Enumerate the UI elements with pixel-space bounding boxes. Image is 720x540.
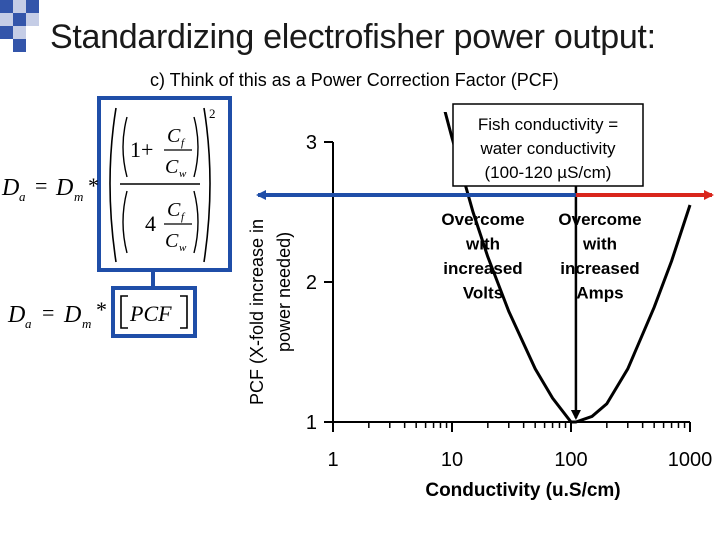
y-tick-label: 1 xyxy=(306,412,317,434)
corner-square-dark xyxy=(0,0,13,13)
eq1-den-paren-right xyxy=(193,190,199,254)
corner-square-dark xyxy=(0,26,13,39)
eq1-num-paren-right xyxy=(193,116,199,178)
eq1-rhs-sub: m xyxy=(74,189,83,204)
y-axis-title-line2: power needed) xyxy=(274,232,294,352)
fish-box-line: water conductivity xyxy=(479,139,616,158)
eq2-rhs-sub: m xyxy=(82,316,91,331)
corner-square-light xyxy=(0,13,13,26)
amps-label-line: Amps xyxy=(576,284,623,303)
eq1-num-cw-sub: w xyxy=(179,168,187,180)
eq1-num-cf: C xyxy=(167,125,181,147)
eq2-lhs-sub: a xyxy=(25,316,32,331)
eq1-rhs: D xyxy=(55,175,73,201)
amps-label-line: increased xyxy=(560,259,639,278)
volts-label-line: increased xyxy=(443,259,522,278)
x-axis-title: Conductivity (u.S/cm) xyxy=(425,480,620,501)
eq1-den-cw: C xyxy=(165,230,179,252)
y-axis-title-line1: PCF (X-fold increase in xyxy=(247,219,267,405)
eq1-lhs: D xyxy=(1,175,19,201)
corner-square-light xyxy=(13,26,26,39)
eq1-outer-paren-left xyxy=(109,107,117,263)
corner-square-dark xyxy=(13,13,26,26)
eq1-num-paren-left xyxy=(122,116,128,178)
x-tick-label: 100 xyxy=(554,449,587,471)
eq1-den-cf: C xyxy=(167,199,181,221)
corner-square-light xyxy=(26,13,39,26)
eq1-num-cw: C xyxy=(165,156,179,178)
eq1-num-const: 1+ xyxy=(130,137,153,162)
eq1-times: * xyxy=(88,173,99,198)
x-tick-label: 1000 xyxy=(668,449,713,471)
fish-box-line: Fish conductivity = xyxy=(478,115,618,134)
volts-label-line: Overcome xyxy=(441,210,524,229)
y-tick-label: 2 xyxy=(306,272,317,294)
slide-title: Standardizing electrofisher power output… xyxy=(50,18,656,56)
eq1-outer-paren-right xyxy=(203,107,211,263)
annotation-layer: Fish conductivity = water conductivity (10… xyxy=(256,103,714,420)
eq2-times: * xyxy=(96,297,107,322)
axes-layer: 1 2 3 1 10 100 1000 xyxy=(306,132,712,471)
fish-conductivity-box xyxy=(452,103,644,187)
eq2-pcf: PCF xyxy=(129,301,172,326)
corner-square-light xyxy=(13,0,26,13)
pcf-formula-box xyxy=(97,96,232,272)
eq2-rhs: D xyxy=(63,302,81,328)
fish-box-line: (100-120 µS/cm) xyxy=(485,163,612,182)
amps-label-line: Overcome xyxy=(558,210,641,229)
eq1-den-cw-sub: w xyxy=(179,242,187,254)
eq1-exponent: 2 xyxy=(209,106,216,121)
pcf-curve xyxy=(443,112,692,424)
eq1-num-cf-sub: f xyxy=(181,137,186,149)
y-tick-label: 3 xyxy=(306,132,317,154)
corner-square-dark xyxy=(26,0,39,13)
x-tick-label: 1 xyxy=(327,449,338,471)
eq1-den-const: 4 xyxy=(145,211,156,236)
corner-square-dark xyxy=(13,39,26,52)
amps-label-line: with xyxy=(582,235,617,254)
eq2-equals: = xyxy=(42,300,54,325)
volts-label-line: with xyxy=(465,235,500,254)
pcf-box xyxy=(111,286,197,338)
eq1-den-cf-sub: f xyxy=(181,211,186,223)
x-tick-label: 10 xyxy=(441,449,463,471)
eq1-equals: = xyxy=(35,173,47,198)
slide-subtitle: c) Think of this as a Power Correction F… xyxy=(150,70,559,90)
eq1-lhs-sub: a xyxy=(19,189,26,204)
eq2-lhs: D xyxy=(7,302,25,328)
eq1-den-paren-left xyxy=(122,190,128,254)
volts-label-line: Volts xyxy=(463,284,503,303)
eq2-bracket-left xyxy=(120,295,128,329)
eq2-bracket-right xyxy=(180,295,188,329)
formula-panel: D a = D m * 2 1+ C f C w 4 C f C w D a =… xyxy=(1,96,232,338)
